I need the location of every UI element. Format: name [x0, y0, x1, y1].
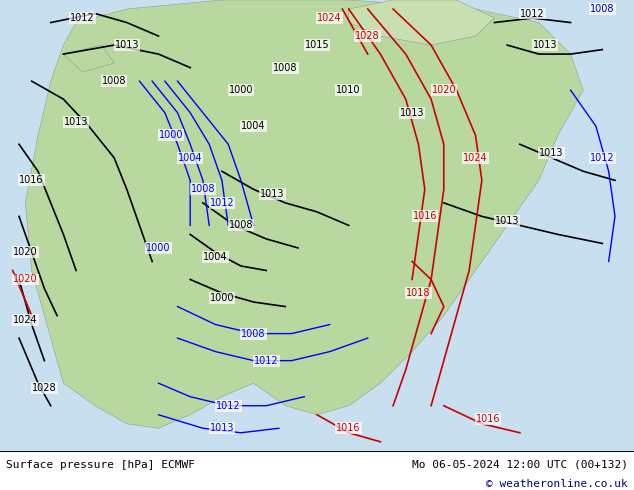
- Text: Mo 06-05-2024 12:00 UTC (00+132): Mo 06-05-2024 12:00 UTC (00+132): [411, 460, 628, 469]
- Text: 1008: 1008: [102, 76, 126, 86]
- Text: 1012: 1012: [254, 356, 278, 366]
- Text: 1008: 1008: [191, 184, 215, 195]
- Text: 1008: 1008: [242, 329, 266, 339]
- Text: 1008: 1008: [229, 220, 253, 230]
- Polygon shape: [25, 0, 583, 428]
- Text: 1024: 1024: [463, 153, 488, 163]
- Text: 1020: 1020: [13, 274, 37, 285]
- Text: 1028: 1028: [32, 383, 56, 392]
- Text: 1012: 1012: [521, 8, 545, 19]
- Text: 1028: 1028: [356, 31, 380, 41]
- Text: 1020: 1020: [432, 85, 456, 95]
- Text: 1012: 1012: [590, 153, 614, 163]
- Text: 1004: 1004: [178, 153, 202, 163]
- Polygon shape: [349, 0, 495, 45]
- Text: 1004: 1004: [242, 121, 266, 131]
- Text: 1018: 1018: [406, 288, 430, 298]
- Text: 1024: 1024: [318, 13, 342, 23]
- Text: 1000: 1000: [146, 243, 171, 253]
- Text: 1016: 1016: [20, 175, 44, 185]
- Text: 1013: 1013: [115, 40, 139, 50]
- Text: 1013: 1013: [533, 40, 557, 50]
- Text: 1013: 1013: [495, 216, 519, 226]
- Text: 1013: 1013: [261, 189, 285, 199]
- Text: 1012: 1012: [70, 13, 94, 23]
- Text: 1012: 1012: [216, 401, 240, 411]
- Text: 1016: 1016: [413, 211, 437, 221]
- Text: 1012: 1012: [210, 198, 234, 208]
- Text: 1000: 1000: [210, 293, 234, 302]
- Text: 1013: 1013: [540, 148, 564, 158]
- Text: 1008: 1008: [273, 63, 297, 73]
- Text: 1013: 1013: [400, 108, 424, 118]
- Text: Surface pressure [hPa] ECMWF: Surface pressure [hPa] ECMWF: [6, 460, 195, 469]
- Text: 1000: 1000: [159, 130, 183, 140]
- Text: 1015: 1015: [305, 40, 329, 50]
- Polygon shape: [63, 45, 114, 72]
- Text: 1013: 1013: [64, 117, 88, 127]
- Text: 1000: 1000: [229, 85, 253, 95]
- Text: 1016: 1016: [476, 414, 500, 424]
- Text: © weatheronline.co.uk: © weatheronline.co.uk: [486, 479, 628, 489]
- Text: 1024: 1024: [13, 315, 37, 325]
- Text: 1016: 1016: [337, 423, 361, 433]
- Text: 1008: 1008: [590, 4, 614, 14]
- Text: 1004: 1004: [204, 252, 228, 262]
- Text: 1010: 1010: [337, 85, 361, 95]
- Text: 1013: 1013: [210, 423, 234, 433]
- Text: 1020: 1020: [13, 247, 37, 257]
